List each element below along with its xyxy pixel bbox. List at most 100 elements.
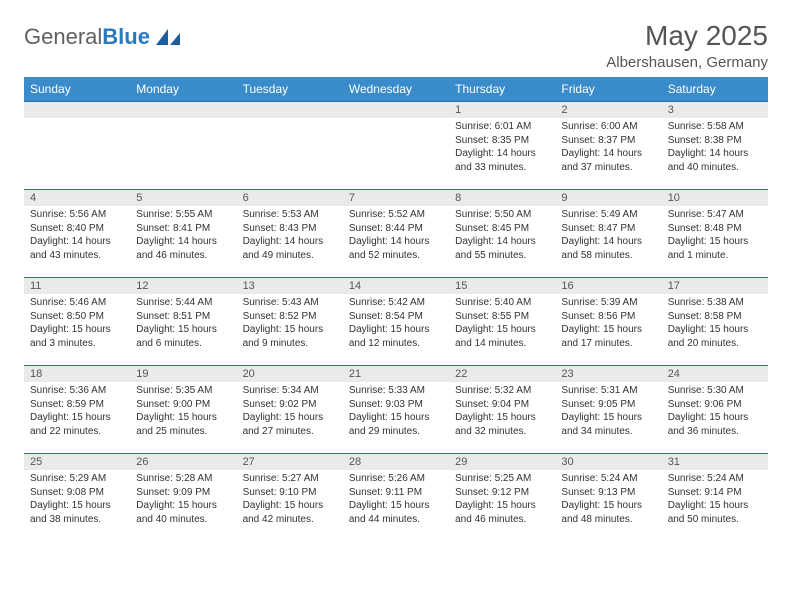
calendar-day-cell: 22Sunrise: 5:32 AMSunset: 9:04 PMDayligh… [449,366,555,454]
sunset-line: Sunset: 9:12 PM [455,486,549,500]
day-number: 7 [343,190,449,206]
sunrise-line: Sunrise: 5:40 AM [455,296,549,310]
calendar-day-cell [237,102,343,190]
day-number [24,102,130,118]
daylight-line: Daylight: 14 hours and 49 minutes. [243,235,337,262]
day-number: 22 [449,366,555,382]
day-details: Sunrise: 5:26 AMSunset: 9:11 PMDaylight:… [343,470,449,530]
sunrise-line: Sunrise: 6:01 AM [455,120,549,134]
calendar-day-cell: 21Sunrise: 5:33 AMSunset: 9:03 PMDayligh… [343,366,449,454]
daylight-line: Daylight: 15 hours and 9 minutes. [243,323,337,350]
sunrise-line: Sunrise: 5:58 AM [668,120,762,134]
calendar-day-cell: 25Sunrise: 5:29 AMSunset: 9:08 PMDayligh… [24,454,130,542]
sunset-line: Sunset: 8:54 PM [349,310,443,324]
day-number: 26 [130,454,236,470]
sunrise-line: Sunrise: 5:27 AM [243,472,337,486]
day-number: 27 [237,454,343,470]
calendar-week-row: 4Sunrise: 5:56 AMSunset: 8:40 PMDaylight… [24,190,768,278]
sunrise-line: Sunrise: 5:39 AM [561,296,655,310]
sunset-line: Sunset: 8:41 PM [136,222,230,236]
daylight-line: Daylight: 15 hours and 20 minutes. [668,323,762,350]
sunrise-line: Sunrise: 5:24 AM [668,472,762,486]
day-details: Sunrise: 5:42 AMSunset: 8:54 PMDaylight:… [343,294,449,354]
calendar-day-cell: 11Sunrise: 5:46 AMSunset: 8:50 PMDayligh… [24,278,130,366]
calendar-day-cell: 14Sunrise: 5:42 AMSunset: 8:54 PMDayligh… [343,278,449,366]
calendar-week-row: 11Sunrise: 5:46 AMSunset: 8:50 PMDayligh… [24,278,768,366]
day-details: Sunrise: 5:50 AMSunset: 8:45 PMDaylight:… [449,206,555,266]
day-number: 3 [662,102,768,118]
calendar-day-cell: 1Sunrise: 6:01 AMSunset: 8:35 PMDaylight… [449,102,555,190]
calendar-day-cell: 24Sunrise: 5:30 AMSunset: 9:06 PMDayligh… [662,366,768,454]
sunrise-line: Sunrise: 5:49 AM [561,208,655,222]
sunset-line: Sunset: 8:55 PM [455,310,549,324]
sunrise-line: Sunrise: 5:36 AM [30,384,124,398]
day-details: Sunrise: 5:44 AMSunset: 8:51 PMDaylight:… [130,294,236,354]
location-label: Albershausen, Germany [606,54,768,71]
daylight-line: Daylight: 14 hours and 40 minutes. [668,147,762,174]
day-number: 13 [237,278,343,294]
day-details: Sunrise: 5:34 AMSunset: 9:02 PMDaylight:… [237,382,343,442]
sunrise-line: Sunrise: 6:00 AM [561,120,655,134]
sunset-line: Sunset: 8:52 PM [243,310,337,324]
daylight-line: Daylight: 15 hours and 12 minutes. [349,323,443,350]
calendar-day-cell: 18Sunrise: 5:36 AMSunset: 8:59 PMDayligh… [24,366,130,454]
brand-logo: GeneralBlue [24,20,180,50]
sunset-line: Sunset: 8:50 PM [30,310,124,324]
month-title: May 2025 [606,20,768,52]
sunrise-line: Sunrise: 5:28 AM [136,472,230,486]
sunset-line: Sunset: 8:45 PM [455,222,549,236]
day-details: Sunrise: 5:24 AMSunset: 9:13 PMDaylight:… [555,470,661,530]
day-number: 16 [555,278,661,294]
daylight-line: Daylight: 14 hours and 46 minutes. [136,235,230,262]
weekday-header: Thursday [449,77,555,102]
daylight-line: Daylight: 15 hours and 14 minutes. [455,323,549,350]
day-number: 18 [24,366,130,382]
calendar-week-row: 25Sunrise: 5:29 AMSunset: 9:08 PMDayligh… [24,454,768,542]
sunrise-line: Sunrise: 5:50 AM [455,208,549,222]
day-details: Sunrise: 5:56 AMSunset: 8:40 PMDaylight:… [24,206,130,266]
sunrise-line: Sunrise: 5:55 AM [136,208,230,222]
calendar-day-cell: 17Sunrise: 5:38 AMSunset: 8:58 PMDayligh… [662,278,768,366]
daylight-line: Daylight: 14 hours and 55 minutes. [455,235,549,262]
day-number: 21 [343,366,449,382]
calendar-day-cell: 5Sunrise: 5:55 AMSunset: 8:41 PMDaylight… [130,190,236,278]
daylight-line: Daylight: 15 hours and 42 minutes. [243,499,337,526]
daylight-line: Daylight: 15 hours and 38 minutes. [30,499,124,526]
daylight-line: Daylight: 14 hours and 37 minutes. [561,147,655,174]
sunset-line: Sunset: 8:37 PM [561,134,655,148]
weekday-header: Saturday [662,77,768,102]
calendar-day-cell: 20Sunrise: 5:34 AMSunset: 9:02 PMDayligh… [237,366,343,454]
day-details: Sunrise: 5:55 AMSunset: 8:41 PMDaylight:… [130,206,236,266]
sunset-line: Sunset: 9:11 PM [349,486,443,500]
day-details: Sunrise: 6:00 AMSunset: 8:37 PMDaylight:… [555,118,661,178]
day-number: 11 [24,278,130,294]
calendar-day-cell: 15Sunrise: 5:40 AMSunset: 8:55 PMDayligh… [449,278,555,366]
day-details: Sunrise: 5:25 AMSunset: 9:12 PMDaylight:… [449,470,555,530]
brand-text-blue: Blue [102,24,150,49]
daylight-line: Daylight: 15 hours and 27 minutes. [243,411,337,438]
day-number: 31 [662,454,768,470]
day-details: Sunrise: 5:30 AMSunset: 9:06 PMDaylight:… [662,382,768,442]
calendar-day-cell: 2Sunrise: 6:00 AMSunset: 8:37 PMDaylight… [555,102,661,190]
day-details: Sunrise: 5:52 AMSunset: 8:44 PMDaylight:… [343,206,449,266]
day-number: 14 [343,278,449,294]
day-details: Sunrise: 5:53 AMSunset: 8:43 PMDaylight:… [237,206,343,266]
sunset-line: Sunset: 8:35 PM [455,134,549,148]
sunrise-line: Sunrise: 5:26 AM [349,472,443,486]
sunrise-line: Sunrise: 5:33 AM [349,384,443,398]
daylight-line: Daylight: 14 hours and 33 minutes. [455,147,549,174]
sunset-line: Sunset: 9:05 PM [561,398,655,412]
daylight-line: Daylight: 15 hours and 48 minutes. [561,499,655,526]
sunrise-line: Sunrise: 5:25 AM [455,472,549,486]
sunrise-line: Sunrise: 5:53 AM [243,208,337,222]
day-number: 24 [662,366,768,382]
sunset-line: Sunset: 9:14 PM [668,486,762,500]
calendar-table: Sunday Monday Tuesday Wednesday Thursday… [24,77,768,542]
daylight-line: Daylight: 15 hours and 29 minutes. [349,411,443,438]
sunset-line: Sunset: 9:09 PM [136,486,230,500]
sunset-line: Sunset: 9:10 PM [243,486,337,500]
sunset-line: Sunset: 9:13 PM [561,486,655,500]
daylight-line: Daylight: 15 hours and 32 minutes. [455,411,549,438]
day-details: Sunrise: 5:31 AMSunset: 9:05 PMDaylight:… [555,382,661,442]
sunrise-line: Sunrise: 5:31 AM [561,384,655,398]
